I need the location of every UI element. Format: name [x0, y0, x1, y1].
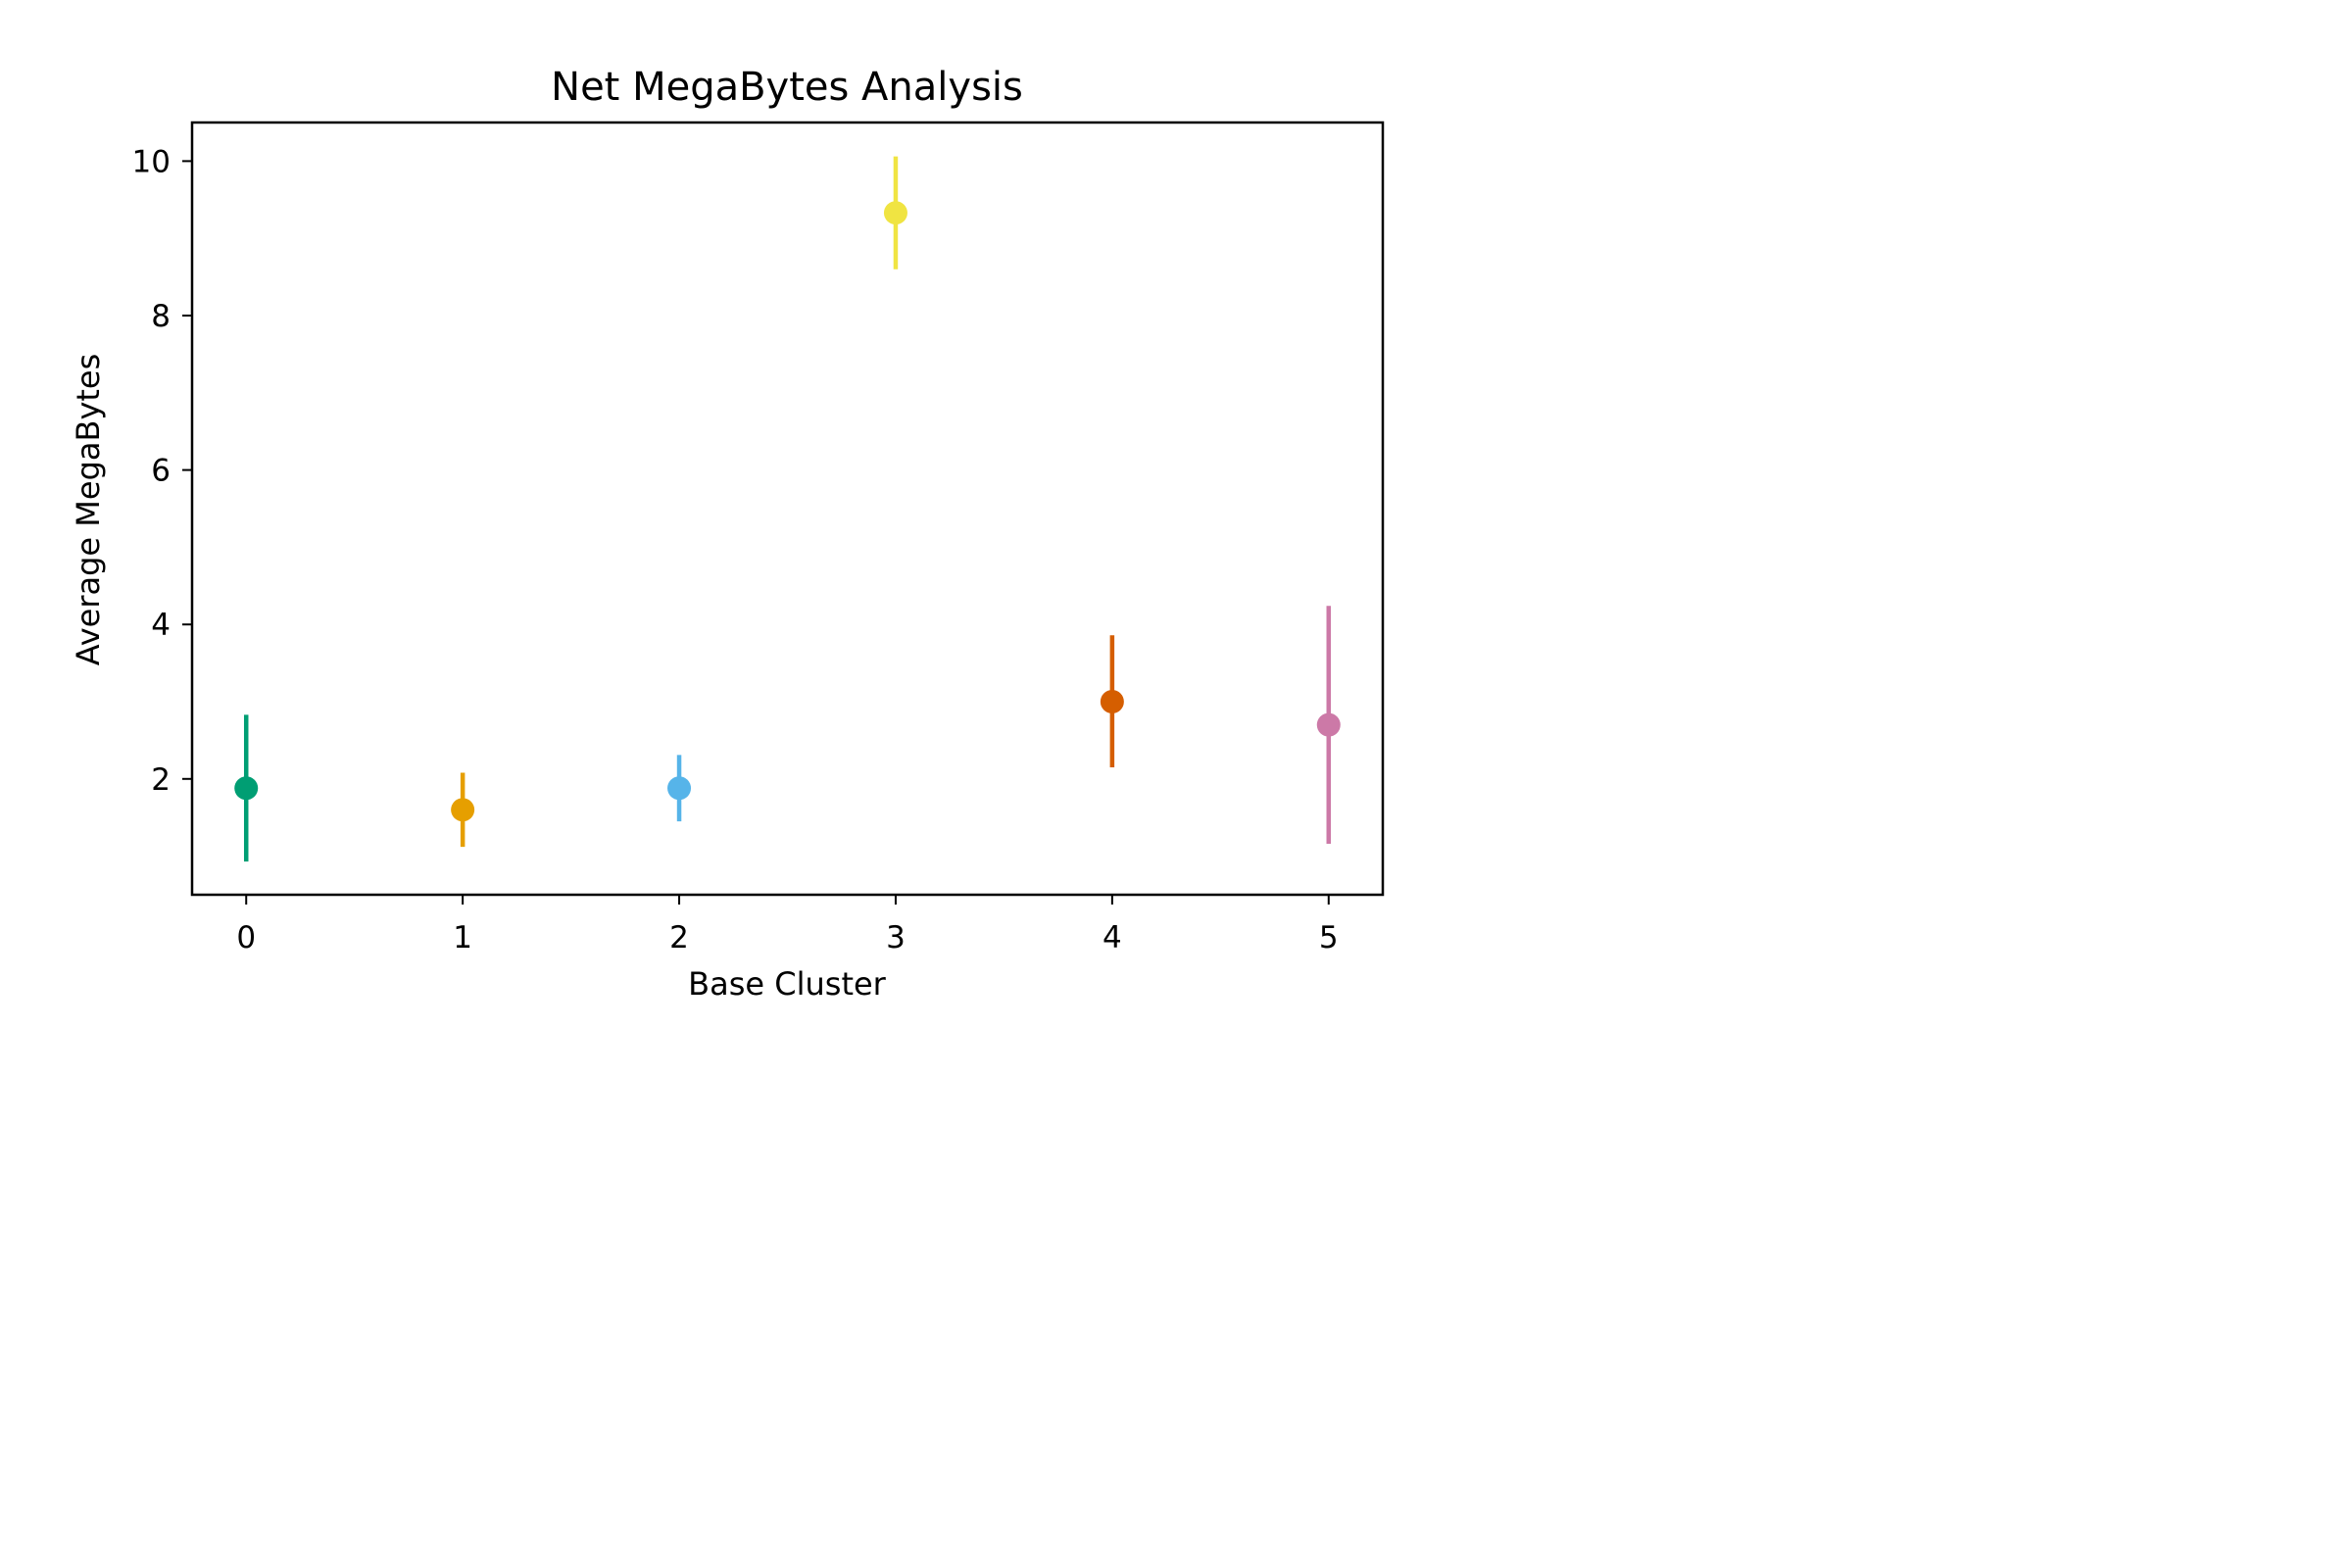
y-tick-label: 10 — [132, 144, 171, 179]
y-axis: 2 4 6 8 10 — [132, 144, 192, 798]
x-tick-label: 2 — [669, 920, 689, 956]
x-axis: 0 1 2 3 4 5 — [236, 895, 1339, 956]
x-tick-label: 5 — [1319, 920, 1339, 956]
data-point — [234, 776, 259, 801]
data-point — [667, 776, 692, 801]
plot-marks — [234, 156, 1341, 862]
data-point — [451, 798, 475, 822]
data-point — [1100, 690, 1124, 713]
y-tick-label: 4 — [151, 608, 171, 643]
x-tick-label: 4 — [1102, 920, 1122, 956]
plot-frame — [190, 121, 1385, 897]
chart-canvas: Net MegaBytes Analysis 0 1 2 3 4 5 2 4 6 8 10 Bas… — [70, 65, 1385, 1003]
y-tick-label: 6 — [151, 454, 171, 489]
y-tick-label: 8 — [151, 299, 171, 334]
y-tick-label: 2 — [151, 762, 171, 798]
x-tick-label: 0 — [236, 920, 256, 956]
x-axis-label: Base Cluster — [688, 965, 887, 1003]
x-tick-label: 1 — [453, 920, 472, 956]
data-point — [883, 201, 907, 225]
y-axis-label: Average MegaBytes — [70, 354, 107, 666]
x-tick-label: 3 — [886, 920, 906, 956]
chart-title: Net MegaBytes Analysis — [551, 65, 1023, 110]
data-point — [1316, 712, 1341, 737]
